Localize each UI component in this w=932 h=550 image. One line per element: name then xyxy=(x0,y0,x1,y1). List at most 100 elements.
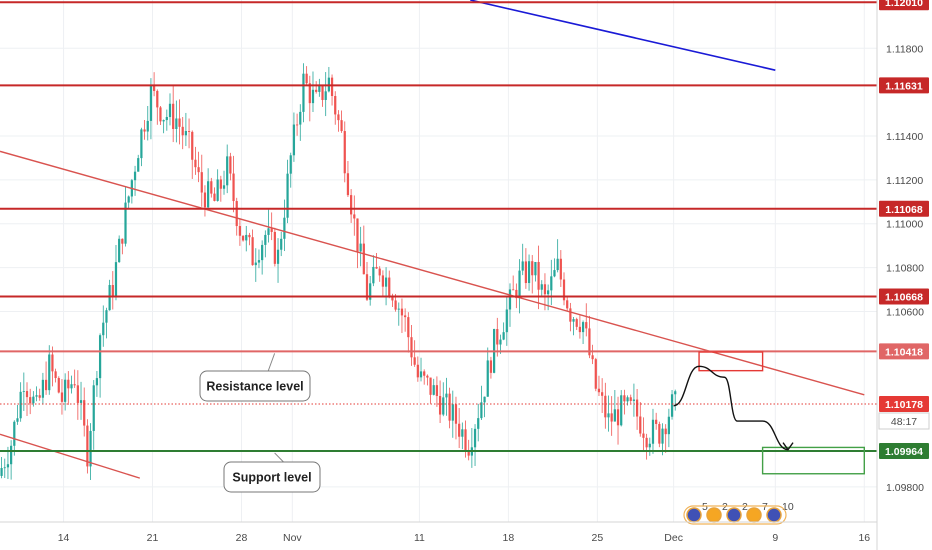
candle xyxy=(79,381,83,420)
candle xyxy=(384,267,388,306)
candle xyxy=(505,295,508,346)
last-price-badge: 1.10178 xyxy=(879,396,929,413)
candle xyxy=(324,72,327,117)
candle xyxy=(29,388,32,415)
annotation-callout[interactable]: Resistance level xyxy=(199,353,311,402)
box-resistance-zone[interactable] xyxy=(698,351,764,372)
candle xyxy=(670,389,674,420)
candle xyxy=(569,302,572,332)
candle xyxy=(572,317,575,336)
candle xyxy=(308,75,311,122)
candle xyxy=(330,74,334,106)
candle xyxy=(559,250,562,287)
candle xyxy=(254,248,257,282)
candle xyxy=(381,270,385,297)
candle xyxy=(210,177,213,198)
event-count: 10 xyxy=(782,501,794,513)
candle xyxy=(207,168,210,211)
trendline-upper-channel[interactable] xyxy=(470,0,776,71)
candle xyxy=(645,433,648,460)
candle xyxy=(620,390,623,427)
candle xyxy=(22,372,25,411)
y-tick-label: 1.10600 xyxy=(886,306,924,318)
y-axis-ticks: 1.09800 1.10600 1.10800 1.11000 1.11200 1.114… xyxy=(886,43,924,494)
candle xyxy=(651,408,655,454)
candle xyxy=(365,262,369,301)
candle xyxy=(257,249,261,269)
candle xyxy=(639,402,642,437)
event-flag-icon[interactable]: 7 xyxy=(746,501,768,523)
candle xyxy=(226,144,229,194)
candle xyxy=(168,93,172,126)
candle xyxy=(534,261,537,282)
countdown-badge: 48:17 xyxy=(878,412,930,430)
candle xyxy=(19,382,22,422)
candle xyxy=(550,259,553,306)
candle xyxy=(397,302,400,326)
candle xyxy=(674,389,677,411)
economic-calendar-flags-icon[interactable]: 5 2 2 7 10 xyxy=(683,501,794,525)
candle xyxy=(32,391,35,407)
candle xyxy=(172,86,175,143)
candle xyxy=(508,283,512,327)
candle xyxy=(73,369,76,388)
candle xyxy=(524,248,527,289)
candle xyxy=(311,71,315,113)
candle xyxy=(216,169,219,202)
candle xyxy=(245,225,248,252)
x-tick-label: Dec xyxy=(664,532,683,544)
candle xyxy=(267,209,270,243)
candle xyxy=(60,379,64,415)
candle xyxy=(38,388,41,401)
candle xyxy=(133,165,137,196)
x-tick-label: 14 xyxy=(58,532,70,544)
candle xyxy=(238,218,242,246)
candle xyxy=(35,386,38,402)
candle xyxy=(143,119,146,140)
candle xyxy=(667,408,670,448)
candle xyxy=(261,240,264,275)
candle xyxy=(197,151,200,183)
candle xyxy=(156,89,159,125)
candle xyxy=(44,361,48,395)
candle xyxy=(512,275,515,291)
svg-text:1.11068: 1.11068 xyxy=(885,204,923,216)
trendline-descending-resistance[interactable] xyxy=(0,150,865,396)
candle xyxy=(562,272,566,306)
candle xyxy=(356,218,359,269)
candle xyxy=(426,374,429,386)
candle xyxy=(286,159,289,224)
candle xyxy=(388,270,391,299)
candle xyxy=(48,345,51,395)
x-tick-label: 11 xyxy=(414,532,425,544)
candle xyxy=(187,118,191,149)
candle xyxy=(601,378,604,414)
candle xyxy=(229,152,232,181)
candle xyxy=(235,197,238,236)
candle xyxy=(305,66,308,85)
axes xyxy=(0,0,878,550)
svg-text:1.11631: 1.11631 xyxy=(885,80,923,92)
candle xyxy=(372,255,375,287)
candle xyxy=(178,99,181,145)
candle xyxy=(16,405,19,425)
annotation-callout[interactable]: Support level xyxy=(223,452,321,493)
svg-text:1.09964: 1.09964 xyxy=(885,446,923,458)
projection-path[interactable] xyxy=(673,365,794,451)
candle xyxy=(648,437,651,456)
svg-text:48:17: 48:17 xyxy=(891,416,917,428)
candle xyxy=(64,373,67,411)
candle xyxy=(353,195,356,236)
grid xyxy=(0,0,877,522)
y-tick-label: 1.11000 xyxy=(886,219,923,231)
x-tick-label: 21 xyxy=(147,532,159,544)
candle xyxy=(400,298,404,333)
box-target-zone[interactable] xyxy=(761,446,865,475)
candle xyxy=(585,303,588,337)
trendline-lower-channel[interactable] xyxy=(0,433,141,479)
candle xyxy=(6,446,10,479)
candle xyxy=(92,380,95,450)
candle xyxy=(556,239,559,273)
candle xyxy=(486,347,489,397)
